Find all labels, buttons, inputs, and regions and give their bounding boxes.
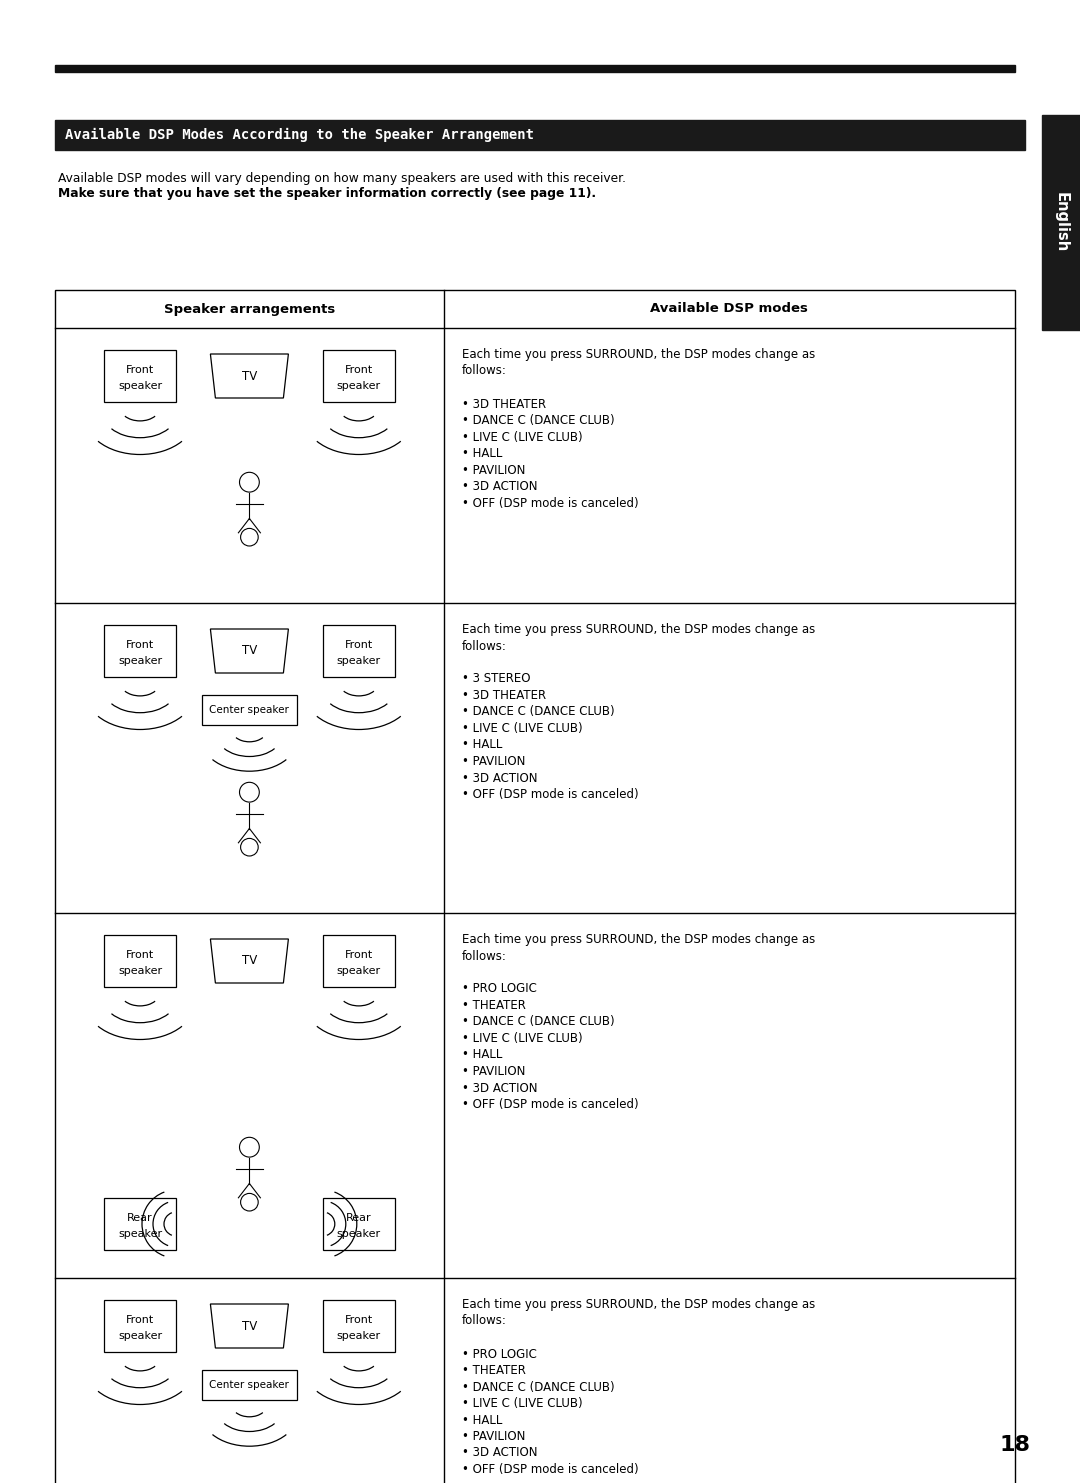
Bar (104, 1301, 176, 1352)
Text: Front: Front (126, 639, 154, 650)
Bar (323, 934, 395, 988)
Text: Center speaker: Center speaker (210, 704, 289, 715)
Text: • LIVE C (LIVE CLUB): • LIVE C (LIVE CLUB) (462, 1397, 582, 1410)
Text: • 3D THEATER: • 3D THEATER (462, 397, 545, 411)
Bar (55, 120, 1025, 150)
Text: Available DSP modes: Available DSP modes (650, 303, 808, 316)
Text: • HALL: • HALL (462, 446, 502, 460)
Text: TV: TV (242, 645, 257, 657)
Text: Each time you press SURROUND, the DSP modes change as: Each time you press SURROUND, the DSP mo… (462, 623, 815, 636)
Text: • OFF (DSP mode is canceled): • OFF (DSP mode is canceled) (462, 497, 638, 510)
Text: • PAVILION: • PAVILION (462, 464, 525, 476)
Text: Front: Front (345, 365, 373, 375)
Text: speaker: speaker (118, 381, 162, 392)
Text: • OFF (DSP mode is canceled): • OFF (DSP mode is canceled) (462, 1464, 638, 1476)
Text: • LIVE C (LIVE CLUB): • LIVE C (LIVE CLUB) (462, 430, 582, 443)
Text: Rear: Rear (346, 1213, 372, 1223)
Text: Make sure that you have set the speaker information correctly (see page 11).: Make sure that you have set the speaker … (58, 187, 596, 200)
Text: Each time you press SURROUND, the DSP modes change as: Each time you press SURROUND, the DSP mo… (462, 933, 815, 946)
Text: • 3D ACTION: • 3D ACTION (462, 771, 538, 785)
Text: Each time you press SURROUND, the DSP modes change as: Each time you press SURROUND, the DSP mo… (462, 349, 815, 360)
Text: Center speaker: Center speaker (210, 1381, 289, 1390)
Text: speaker: speaker (337, 657, 381, 666)
Bar (104, 624, 176, 678)
Text: • DANCE C (DANCE CLUB): • DANCE C (DANCE CLUB) (462, 1381, 615, 1394)
Text: Front: Front (126, 365, 154, 375)
Text: • OFF (DSP mode is canceled): • OFF (DSP mode is canceled) (462, 787, 638, 801)
Bar (323, 1301, 395, 1352)
Text: • LIVE C (LIVE CLUB): • LIVE C (LIVE CLUB) (462, 722, 582, 736)
Text: speaker: speaker (118, 1332, 162, 1342)
Text: • PRO LOGIC: • PRO LOGIC (462, 1348, 537, 1360)
Text: speaker: speaker (337, 381, 381, 392)
Text: 18: 18 (999, 1436, 1030, 1455)
Text: • 3D ACTION: • 3D ACTION (462, 1446, 538, 1459)
Bar (323, 624, 395, 678)
Text: • DANCE C (DANCE CLUB): • DANCE C (DANCE CLUB) (462, 706, 615, 718)
Text: speaker: speaker (118, 657, 162, 666)
Text: • THEATER: • THEATER (462, 1364, 526, 1378)
Text: Front: Front (345, 1315, 373, 1324)
Bar (323, 350, 395, 402)
Bar (104, 934, 176, 988)
Text: Speaker arrangements: Speaker arrangements (164, 303, 335, 316)
Text: speaker: speaker (337, 967, 381, 976)
Text: Front: Front (345, 639, 373, 650)
Text: • HALL: • HALL (462, 1413, 502, 1427)
Bar (1042, 116, 1080, 331)
Text: Front: Front (126, 1315, 154, 1324)
Text: speaker: speaker (118, 1229, 162, 1240)
Text: • 3D ACTION: • 3D ACTION (462, 480, 538, 492)
Text: Front: Front (345, 949, 373, 960)
Text: speaker: speaker (337, 1229, 381, 1240)
Text: Available DSP modes will vary depending on how many speakers are used with this : Available DSP modes will vary depending … (58, 172, 626, 185)
Text: Rear: Rear (127, 1213, 152, 1223)
Text: • PAVILION: • PAVILION (462, 755, 525, 768)
Bar (55, 291, 1015, 1483)
Bar (202, 696, 297, 725)
Text: • 3 STEREO: • 3 STEREO (462, 672, 530, 685)
Text: • THEATER: • THEATER (462, 1000, 526, 1011)
Bar (55, 65, 1015, 73)
Bar (323, 1198, 395, 1250)
Text: • PAVILION: • PAVILION (462, 1065, 525, 1078)
Bar (202, 1370, 297, 1400)
Polygon shape (211, 354, 288, 397)
Text: • PRO LOGIC: • PRO LOGIC (462, 983, 537, 995)
Text: follows:: follows: (462, 639, 507, 653)
Text: Available DSP Modes According to the Speaker Arrangement: Available DSP Modes According to the Spe… (65, 128, 534, 142)
Text: follows:: follows: (462, 365, 507, 378)
Text: follows:: follows: (462, 1314, 507, 1327)
Text: • OFF (DSP mode is canceled): • OFF (DSP mode is canceled) (462, 1097, 638, 1111)
Bar (104, 350, 176, 402)
Text: speaker: speaker (337, 1332, 381, 1342)
Text: English: English (1053, 193, 1068, 252)
Polygon shape (211, 1304, 288, 1348)
Polygon shape (211, 629, 288, 673)
Text: TV: TV (242, 1320, 257, 1333)
Polygon shape (211, 939, 288, 983)
Bar (104, 1198, 176, 1250)
Text: • 3D ACTION: • 3D ACTION (462, 1081, 538, 1094)
Text: • HALL: • HALL (462, 1048, 502, 1062)
Text: • PAVILION: • PAVILION (462, 1430, 525, 1443)
Text: Each time you press SURROUND, the DSP modes change as: Each time you press SURROUND, the DSP mo… (462, 1298, 815, 1311)
Text: TV: TV (242, 955, 257, 967)
Text: • HALL: • HALL (462, 739, 502, 752)
Text: • DANCE C (DANCE CLUB): • DANCE C (DANCE CLUB) (462, 1016, 615, 1029)
Text: TV: TV (242, 369, 257, 383)
Text: • 3D THEATER: • 3D THEATER (462, 690, 545, 701)
Text: follows:: follows: (462, 949, 507, 962)
Text: speaker: speaker (118, 967, 162, 976)
Text: Front: Front (126, 949, 154, 960)
Text: • LIVE C (LIVE CLUB): • LIVE C (LIVE CLUB) (462, 1032, 582, 1046)
Text: • DANCE C (DANCE CLUB): • DANCE C (DANCE CLUB) (462, 414, 615, 427)
